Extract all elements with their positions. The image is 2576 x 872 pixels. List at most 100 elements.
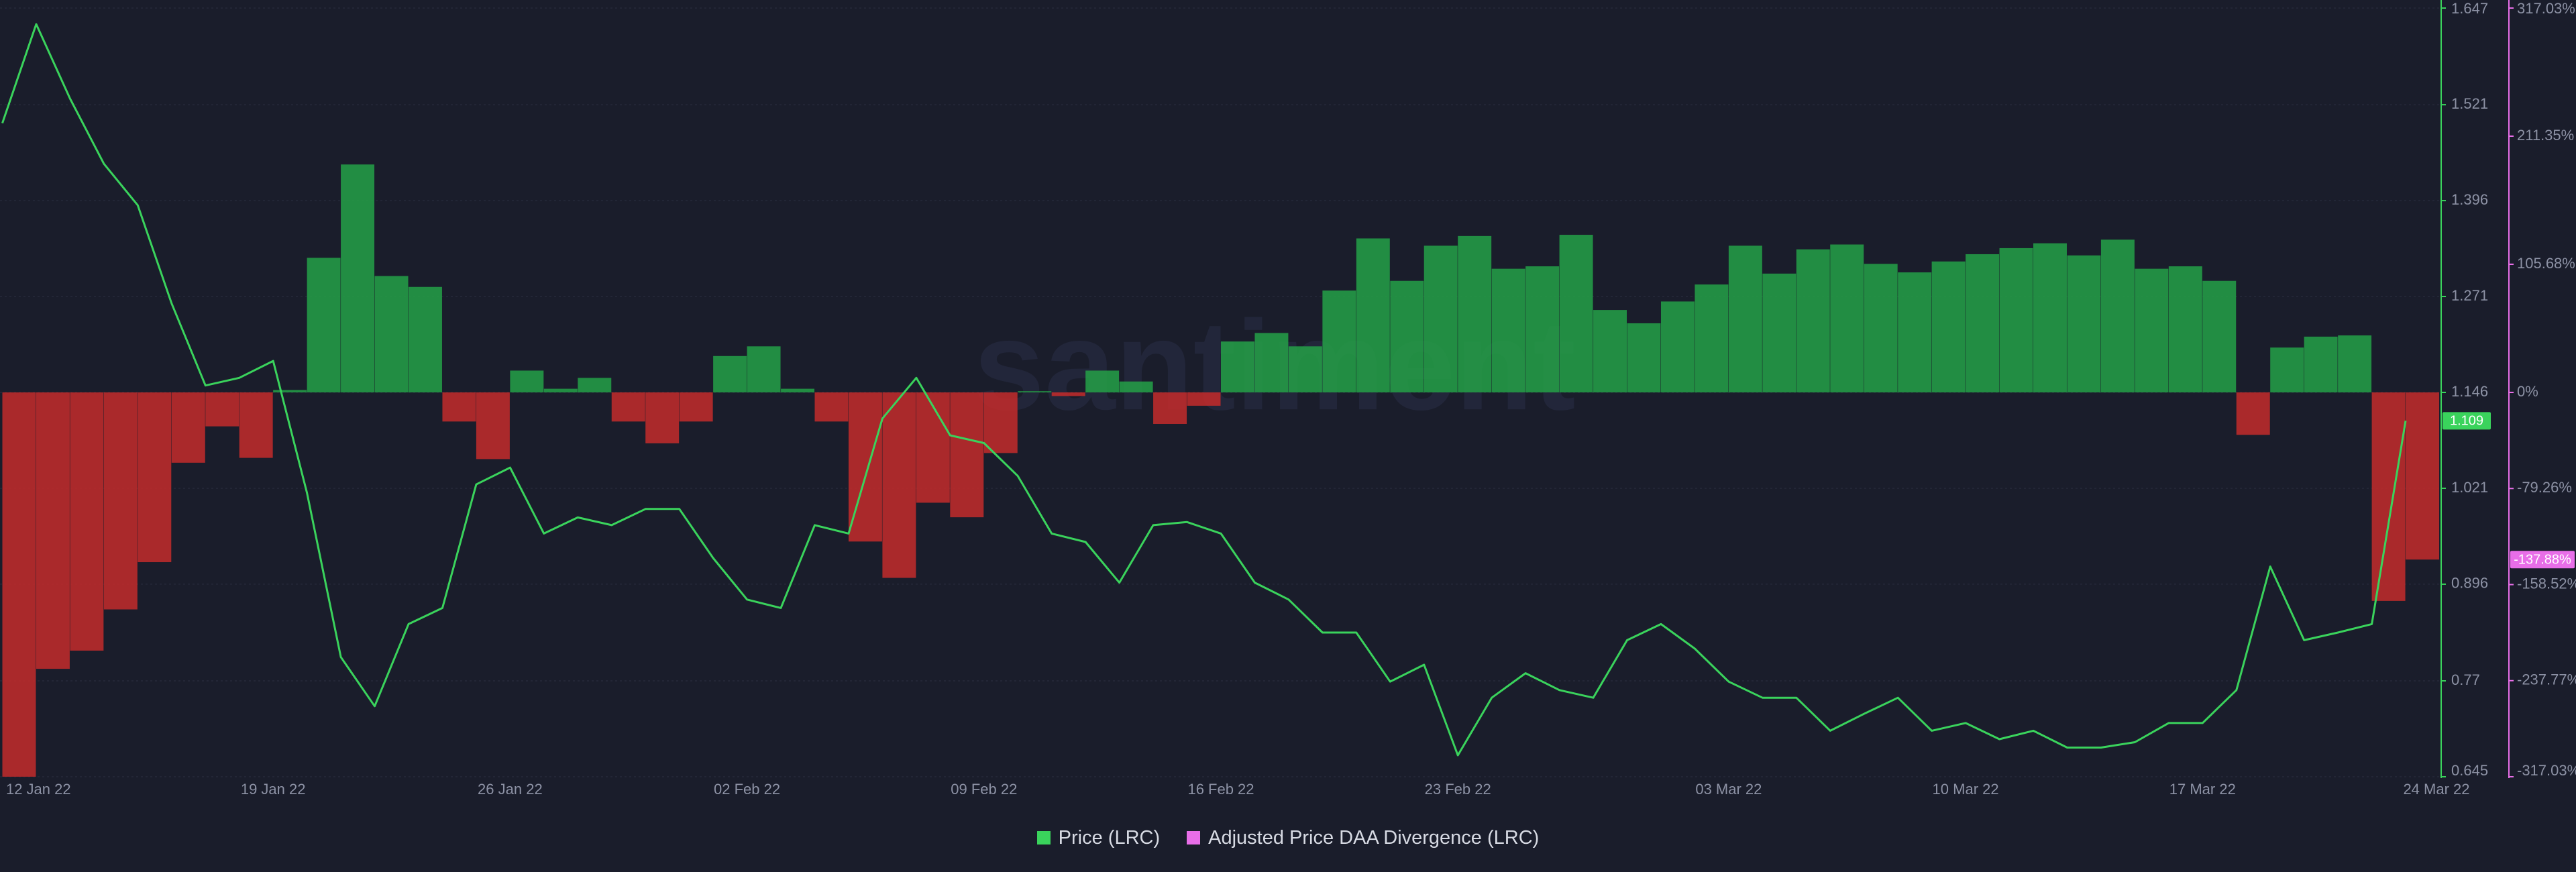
current-value-label: -137.88% xyxy=(2514,552,2571,567)
y2-tick-label: 317.03% xyxy=(2517,0,2575,17)
bar xyxy=(1491,268,1525,392)
bar xyxy=(645,392,680,443)
bar xyxy=(1525,266,1560,392)
y-tick-label: 1.396 xyxy=(2451,191,2488,208)
x-tick-label: 03 Mar 22 xyxy=(1695,781,1762,798)
bar xyxy=(510,370,544,392)
current-value-badge xyxy=(2510,551,2575,569)
y-tick-label: 1.521 xyxy=(2451,95,2488,112)
bar xyxy=(1627,323,1661,392)
bar xyxy=(138,392,172,563)
bar xyxy=(1288,346,1322,392)
bar xyxy=(1356,238,1390,392)
y-tick-label: 0.896 xyxy=(2451,575,2488,592)
bar xyxy=(1660,301,1695,392)
bar xyxy=(679,392,713,422)
bar xyxy=(205,392,239,427)
bar xyxy=(1966,254,2000,392)
bar xyxy=(1762,273,1796,392)
y2-tick-label: 105.68% xyxy=(2517,255,2575,272)
legend-item[interactable]: Adjusted Price DAA Divergence (LRC) xyxy=(1187,827,1539,849)
bar xyxy=(1051,392,1085,396)
bar xyxy=(1221,341,1254,392)
y2-tick-label: -79.26% xyxy=(2517,479,2572,496)
bar xyxy=(171,392,205,463)
bar xyxy=(36,392,70,669)
y-tick-label: 1.271 xyxy=(2451,287,2488,304)
bar-series xyxy=(2,164,2439,777)
chart: santiment 0.6450.770.8961.0211.1461.2711… xyxy=(0,0,2576,798)
bar xyxy=(2202,280,2237,392)
y2-tick-label: 0% xyxy=(2517,383,2538,400)
legend: Price (LRC) Adjusted Price DAA Divergence… xyxy=(0,822,2576,853)
bar xyxy=(2135,268,2169,392)
y-tick-label: 1.647 xyxy=(2451,0,2488,17)
bar xyxy=(307,258,341,392)
bar xyxy=(442,392,476,422)
bar xyxy=(1018,391,1052,392)
bar xyxy=(2236,392,2270,435)
bar xyxy=(2406,392,2439,560)
bar xyxy=(2067,255,2101,392)
bar xyxy=(1322,290,1356,392)
bar xyxy=(950,392,984,518)
bar xyxy=(1898,272,1932,392)
bar xyxy=(2168,266,2202,392)
bar xyxy=(1593,310,1627,392)
bar xyxy=(1695,284,1729,392)
bar xyxy=(409,286,442,392)
y-tick-label: 1.146 xyxy=(2451,383,2488,400)
bar xyxy=(781,388,814,392)
x-tick-label: 12 Jan 22 xyxy=(6,781,71,798)
bar xyxy=(1830,244,1864,392)
bar xyxy=(1153,392,1187,424)
legend-item[interactable]: Price (LRC) xyxy=(1036,827,1160,849)
current-value-badge xyxy=(2443,412,2491,430)
bar xyxy=(1119,381,1153,392)
x-tick-label: 26 Jan 22 xyxy=(478,781,543,798)
y2-tick-label: -237.77% xyxy=(2517,671,2576,688)
bar xyxy=(1390,280,1424,392)
bar xyxy=(2304,336,2338,392)
x-tick-label: 09 Feb 22 xyxy=(951,781,1017,798)
x-tick-label: 19 Jan 22 xyxy=(241,781,306,798)
bar xyxy=(1796,249,1830,392)
bar xyxy=(1999,248,2033,392)
bar xyxy=(983,392,1018,453)
legend-label: Adjusted Price DAA Divergence (LRC) xyxy=(1208,826,1540,849)
bar xyxy=(611,392,645,422)
bar xyxy=(2338,335,2372,392)
y-tick-label: 0.645 xyxy=(2451,762,2488,779)
current-value-label: 1.109 xyxy=(2450,414,2483,429)
y2-tick-label: 211.35% xyxy=(2517,127,2574,144)
bar xyxy=(882,392,916,578)
bar xyxy=(2270,347,2304,392)
bar xyxy=(273,390,307,392)
bar xyxy=(2371,392,2406,601)
bar xyxy=(103,392,138,610)
bar xyxy=(2033,243,2067,392)
x-tick-label: 23 Feb 22 xyxy=(1425,781,1491,798)
bar xyxy=(1085,370,1120,392)
legend-swatch xyxy=(1187,831,1201,844)
bar xyxy=(747,346,781,392)
bar xyxy=(1458,235,1492,392)
bar xyxy=(713,356,747,392)
bar xyxy=(476,392,510,459)
x-tick-label: 02 Feb 22 xyxy=(714,781,780,798)
bar xyxy=(70,392,104,651)
y-tick-label: 0.77 xyxy=(2451,671,2480,688)
bar xyxy=(1254,333,1289,392)
y2-tick-label: -317.03% xyxy=(2517,762,2576,779)
bar xyxy=(1864,264,1898,392)
y2-tick-label: -158.52% xyxy=(2517,575,2576,592)
bar xyxy=(578,378,612,392)
bar xyxy=(374,276,409,392)
bar xyxy=(341,164,375,393)
bar xyxy=(1424,246,1458,392)
x-tick-label: 17 Mar 22 xyxy=(2169,781,2236,798)
x-tick-label: 10 Mar 22 xyxy=(1933,781,1999,798)
bar xyxy=(1559,235,1593,392)
bar xyxy=(1728,246,1762,392)
